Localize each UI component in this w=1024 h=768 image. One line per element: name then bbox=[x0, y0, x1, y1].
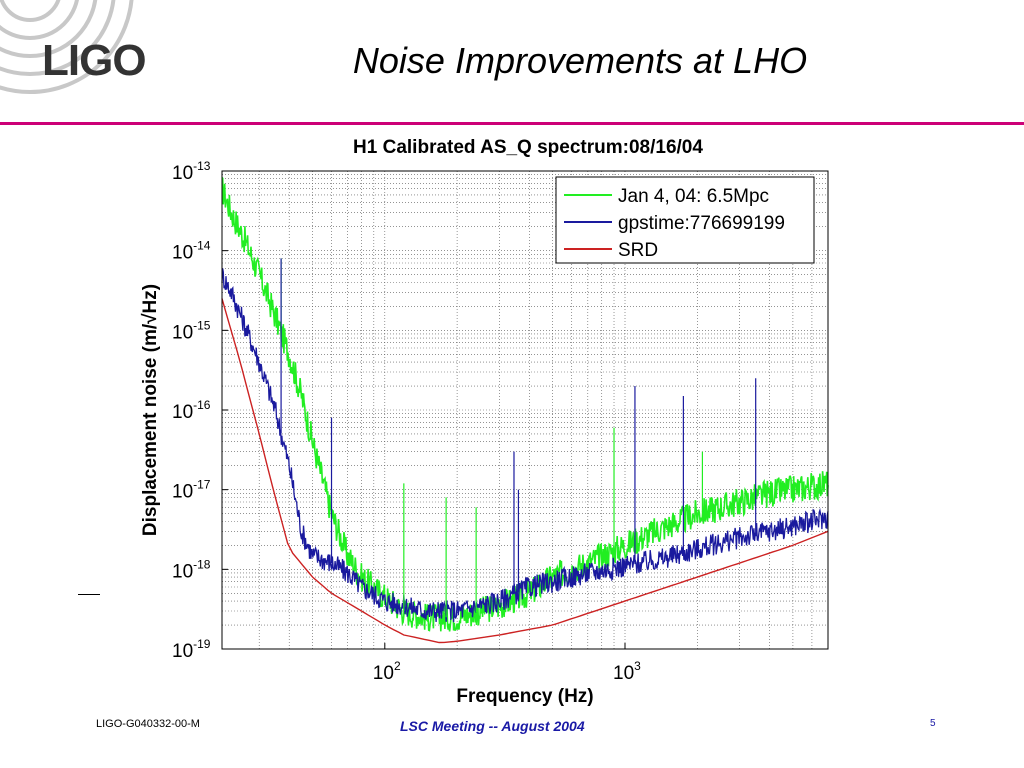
y-tick-label: 10-17 bbox=[172, 478, 211, 503]
y-tick-label: 10-19 bbox=[172, 637, 211, 662]
footer-document-id: LIGO-G040332-00-M bbox=[96, 718, 200, 730]
y-tick-label: 10-13 bbox=[172, 159, 211, 184]
title-rule bbox=[0, 122, 1024, 125]
ligo-logo: LIGO bbox=[42, 36, 147, 85]
y-axis-ticks: 10-13 10-14 10-15 10-16 10-17 10-18 10-19 bbox=[172, 159, 228, 662]
noise-spectrum-chart: H1 Calibrated AS_Q spectrum:08/16/04 10-… bbox=[120, 125, 840, 715]
x-tick-label: 102 bbox=[373, 659, 401, 684]
chart-series bbox=[221, 176, 829, 644]
stray-dash bbox=[78, 594, 100, 595]
legend-label: Jan 4, 04: 6.5Mpc bbox=[618, 186, 769, 207]
chart-legend: Jan 4, 04: 6.5Mpc gpstime:776699199 SRD bbox=[555, 176, 815, 264]
legend-label: gpstime:776699199 bbox=[618, 213, 785, 234]
y-tick-label: 10-15 bbox=[172, 318, 211, 343]
y-tick-label: 10-18 bbox=[172, 557, 211, 582]
page-number: 5 bbox=[930, 718, 936, 729]
y-tick-label: 10-16 bbox=[172, 398, 211, 423]
y-tick-label: 10-14 bbox=[172, 239, 211, 264]
chart-title: H1 Calibrated AS_Q spectrum:08/16/04 bbox=[353, 137, 703, 158]
ligo-logo-arcs bbox=[0, 0, 134, 94]
x-axis-ticks: 102 103 bbox=[373, 643, 641, 684]
y-axis-label: Displacement noise (m/√Hz) bbox=[140, 284, 161, 536]
slide-title: Noise Improvements at LHO bbox=[352, 40, 808, 81]
x-axis-label: Frequency (Hz) bbox=[456, 686, 593, 707]
legend-label: SRD bbox=[618, 240, 658, 261]
series-line bbox=[221, 176, 829, 632]
series-line bbox=[221, 268, 829, 623]
x-tick-label: 103 bbox=[613, 659, 641, 684]
footer-meeting: LSC Meeting -- August 2004 bbox=[400, 718, 585, 734]
series-line bbox=[221, 298, 829, 644]
